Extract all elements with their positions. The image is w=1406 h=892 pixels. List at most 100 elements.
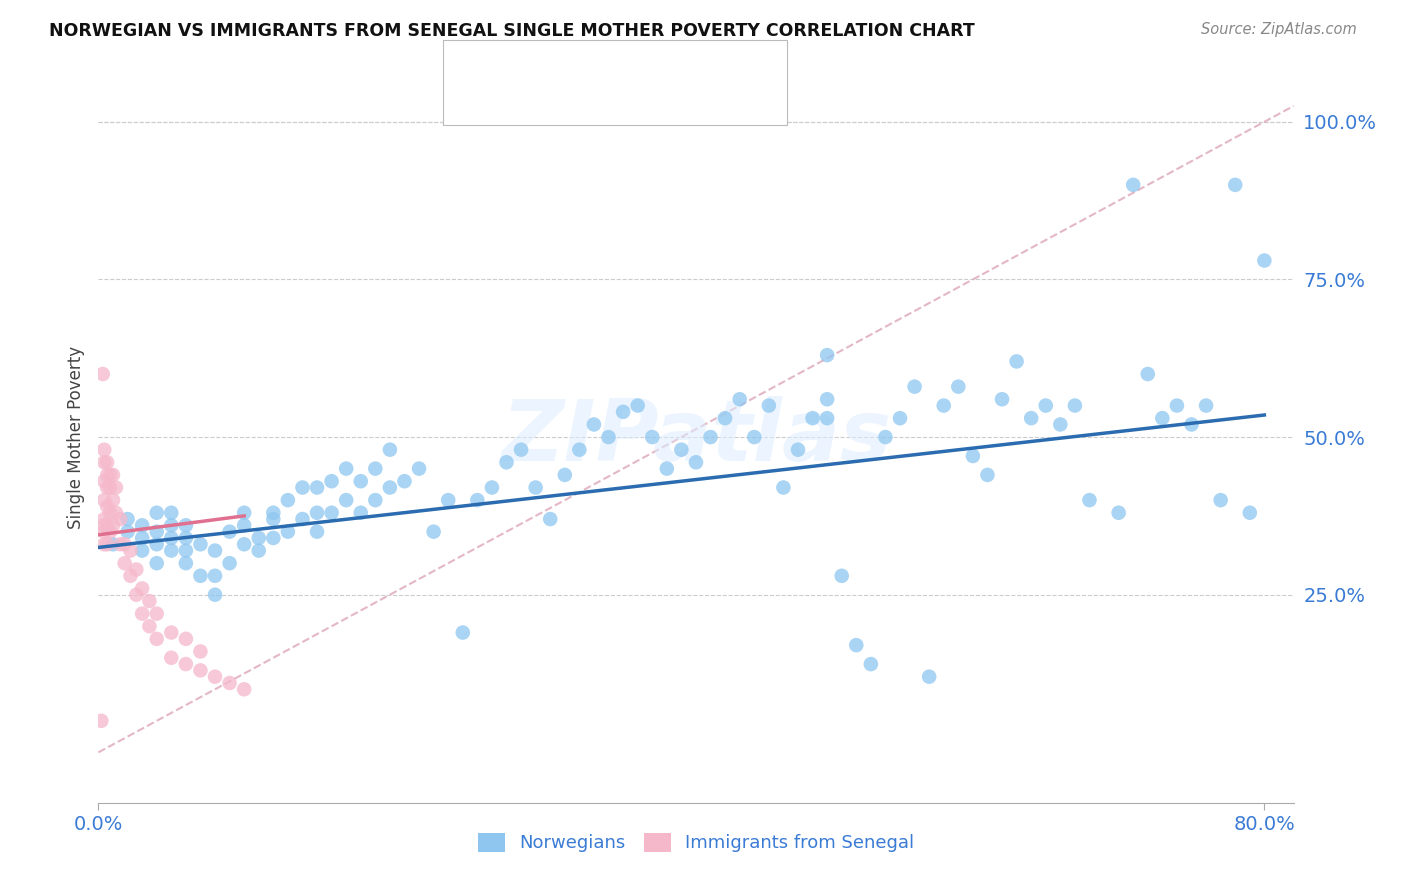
Point [378, 481, 401, 495]
Point [101, 493, 124, 508]
Point [160, 625, 183, 640]
Point [233, 518, 256, 533]
Point [104, 481, 127, 495]
Point [422, 524, 444, 539]
Point [772, 481, 794, 495]
Point [1180, 417, 1202, 432]
Point [1005, 354, 1028, 368]
Point [685, 455, 707, 469]
Point [1195, 399, 1218, 413]
Point [815, 411, 838, 425]
Text: NORWEGIAN VS IMMIGRANTS FROM SENEGAL SINGLE MOTHER POVERTY CORRELATION CHART: NORWEGIAN VS IMMIGRANTS FROM SENEGAL SIN… [49, 22, 974, 40]
Point [1239, 506, 1261, 520]
Point [96, 518, 118, 533]
Point [335, 493, 357, 508]
Point [510, 442, 533, 457]
Point [699, 430, 721, 444]
Point [96, 500, 118, 514]
Point [437, 493, 460, 508]
Point [1049, 417, 1071, 432]
Point [233, 506, 256, 520]
Point [93, 537, 115, 551]
Point [125, 588, 148, 602]
Point [948, 379, 970, 393]
Point [277, 493, 299, 508]
Point [98, 506, 121, 520]
Point [554, 467, 576, 482]
Point [291, 512, 314, 526]
Point [408, 461, 430, 475]
Point [93, 524, 115, 539]
Point [262, 506, 284, 520]
Point [138, 594, 160, 608]
Point [93, 455, 115, 469]
Point [787, 442, 810, 457]
Point [714, 411, 737, 425]
Point [1136, 367, 1159, 381]
Point [218, 676, 240, 690]
Point [1209, 493, 1232, 508]
Text: Source: ZipAtlas.com: Source: ZipAtlas.com [1201, 22, 1357, 37]
Point [1019, 411, 1042, 425]
Point [131, 607, 153, 621]
Point [305, 524, 328, 539]
Point [218, 556, 240, 570]
Point [1166, 399, 1188, 413]
Point [976, 467, 998, 482]
Point [815, 392, 838, 407]
Point [568, 442, 591, 457]
Legend: Norwegians, Immigrants from Senegal: Norwegians, Immigrants from Senegal [471, 826, 921, 860]
Point [174, 556, 197, 570]
Point [875, 430, 897, 444]
Point [96, 455, 118, 469]
Point [131, 518, 153, 533]
Text: ■: ■ [457, 87, 479, 110]
Point [1064, 399, 1087, 413]
Point [378, 442, 401, 457]
Point [96, 481, 118, 495]
Point [145, 556, 167, 570]
Point [114, 537, 136, 551]
Point [1122, 178, 1144, 192]
Point [101, 467, 124, 482]
Point [481, 481, 503, 495]
Point [903, 379, 925, 393]
Point [524, 481, 547, 495]
Point [138, 619, 160, 633]
Point [233, 537, 256, 551]
Point [655, 461, 678, 475]
Point [145, 607, 167, 621]
Point [467, 493, 489, 508]
Point [120, 543, 142, 558]
Point [218, 524, 240, 539]
Point [204, 543, 226, 558]
Point [889, 411, 911, 425]
Point [145, 632, 167, 646]
Point [627, 399, 650, 413]
Point [1253, 253, 1275, 268]
Point [1152, 411, 1174, 425]
Point [101, 537, 124, 551]
Text: R = 0.453   N = 111: R = 0.453 N = 111 [482, 51, 664, 69]
Point [110, 512, 132, 526]
Point [117, 512, 139, 526]
Point [174, 632, 197, 646]
Point [364, 493, 387, 508]
Point [190, 569, 212, 583]
Point [160, 543, 183, 558]
Point [641, 430, 664, 444]
Point [204, 569, 226, 583]
Point [174, 543, 197, 558]
Point [247, 543, 270, 558]
Point [321, 474, 343, 488]
Point [96, 537, 118, 551]
Point [262, 512, 284, 526]
Point [101, 518, 124, 533]
Point [96, 467, 118, 482]
Point [291, 481, 314, 495]
Point [247, 531, 270, 545]
Point [758, 399, 780, 413]
Point [93, 474, 115, 488]
Point [335, 461, 357, 475]
Point [321, 506, 343, 520]
